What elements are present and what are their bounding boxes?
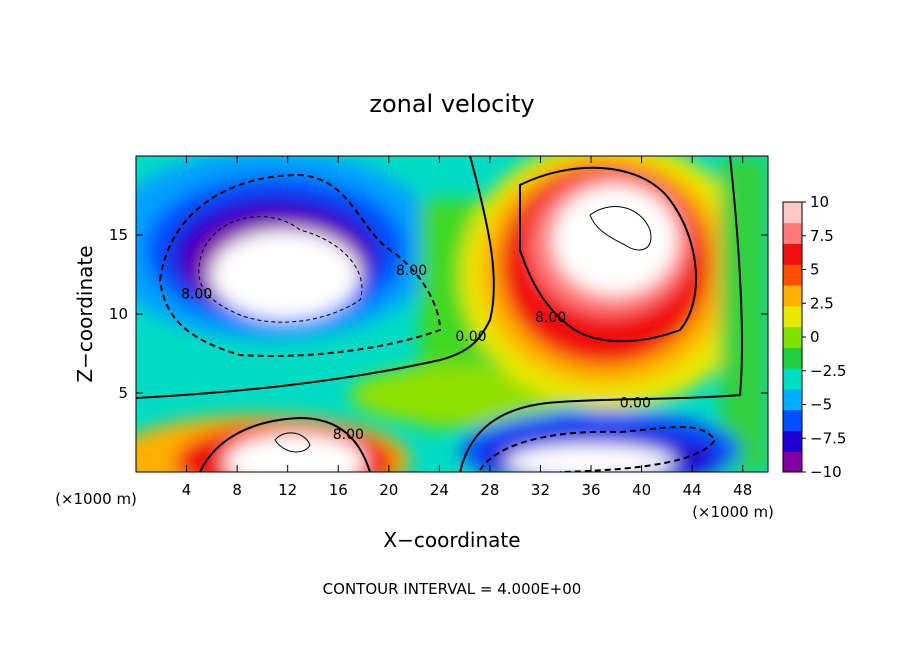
- x-tick-label: 48: [733, 481, 752, 499]
- colorbar-swatch: [783, 368, 802, 390]
- x-tick-label: 44: [683, 481, 702, 499]
- colorbar-swatch: [783, 451, 802, 473]
- contour-line: [589, 206, 652, 251]
- colorbar-swatch: [783, 243, 802, 265]
- colorbar-tick-label: 0: [810, 328, 820, 346]
- x-tick-label: 40: [632, 481, 651, 499]
- contour-line: [199, 416, 371, 472]
- y-unit-label: (×1000 m): [692, 503, 774, 521]
- contour-line: [519, 166, 697, 343]
- y-tick-label: 15: [109, 226, 128, 244]
- x-tick-label: 8: [232, 481, 242, 499]
- chart-title: zonal velocity: [369, 90, 534, 118]
- field-blob: [505, 444, 675, 472]
- colorbar-tick-label: 7.5: [810, 227, 834, 245]
- colorbar-tick-label: 10: [810, 193, 829, 211]
- x-tick-label: 20: [379, 481, 398, 499]
- plot-area: 8.00 8.00 0.00 8.00 0.00 8.00: [136, 156, 768, 472]
- contour-line: [459, 156, 743, 472]
- colorbar-swatch: [783, 347, 802, 369]
- contour-line: [198, 216, 363, 323]
- colorbar-tick-label: −10: [810, 463, 842, 481]
- x-tick-label: 24: [430, 481, 449, 499]
- colorbar-swatch: [783, 202, 802, 224]
- colorbar-swatch: [783, 285, 802, 307]
- colorbar-swatch: [783, 388, 802, 411]
- contour-label: 8.00: [535, 310, 566, 326]
- contour-line: [136, 156, 495, 399]
- colorbar-swatch: [783, 326, 802, 348]
- contour-label: 0.00: [620, 395, 651, 411]
- colorbar: 10 7.5 5 2.5 0 −2.5 −5 −7.5 −10: [782, 193, 846, 481]
- colorbar-tick-label: 5: [810, 261, 820, 279]
- colorbar-tick-label: −7.5: [810, 429, 846, 447]
- field-blob: [720, 156, 768, 472]
- contour-line: [479, 426, 717, 472]
- x-tick-label: 12: [278, 481, 297, 499]
- colorbar-tick-label: 2.5: [810, 294, 834, 312]
- y-tick-label: 5: [118, 384, 128, 402]
- colorbar-swatch: [783, 222, 802, 245]
- contour-line: [274, 432, 311, 453]
- x-tick-label: 4: [182, 481, 192, 499]
- contour-label: 8.00: [181, 286, 212, 302]
- contour-label: 0.00: [455, 329, 486, 345]
- x-tick-label: 28: [480, 481, 499, 499]
- contour-interval-footer: CONTOUR INTERVAL = 4.000E+00: [323, 580, 582, 598]
- x-tick-label: 32: [531, 481, 550, 499]
- colorbar-swatch: [783, 430, 802, 452]
- y-axis: 5 10 15: [109, 226, 768, 402]
- y-tick-label: 10: [109, 305, 128, 323]
- field-blob: [210, 230, 360, 320]
- colorbar-tick-label: −5: [810, 396, 832, 414]
- x-tick-label: 36: [581, 481, 600, 499]
- contour-label: 8.00: [396, 263, 427, 279]
- contour-line: [158, 173, 442, 357]
- colorbar-swatch: [783, 409, 802, 431]
- colorbar-swatch: [783, 264, 802, 286]
- colorbar-tick-label: −2.5: [810, 362, 846, 380]
- contour-label: 8.00: [333, 427, 364, 443]
- colorbar-swatch: [783, 305, 802, 328]
- x-axis: 4 8 12 16 20 24 28 32 36 40 44 48: [182, 156, 752, 499]
- x-unit-label: (×1000 m): [55, 490, 137, 508]
- y-axis-label: Z−coordinate: [73, 245, 97, 382]
- x-axis-label: X−coordinate: [383, 528, 520, 552]
- contour-labels: 8.00 8.00 0.00 8.00 0.00 8.00: [181, 263, 651, 443]
- x-tick-label: 16: [329, 481, 348, 499]
- field-blob: [225, 434, 365, 472]
